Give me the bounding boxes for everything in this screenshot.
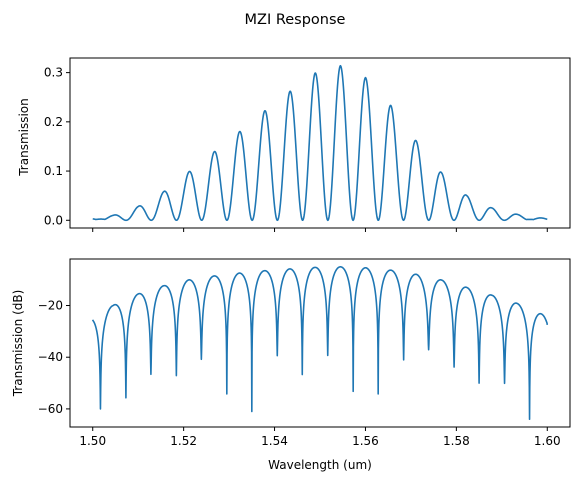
- top-transmission-line: [92, 64, 548, 222]
- bottom-x-tick-label: 1.50: [79, 434, 106, 448]
- bottom-x-tick-label: 1.60: [534, 434, 561, 448]
- bottom-transmission-db-line: [91, 266, 549, 421]
- top-x-ticks: [92, 228, 548, 232]
- top-subplot: Transmission 0.0 0.1 0.2 0.3: [17, 57, 571, 232]
- bottom-x-tick-label: 1.58: [443, 434, 470, 448]
- bottom-y-tick-label: −60: [38, 402, 63, 416]
- top-y-axis-label: Transmission: [17, 98, 31, 177]
- bottom-x-tick-label: 1.52: [170, 434, 197, 448]
- bottom-subplot: Transmission (dB) Wavelength (um) −20 −40…: [11, 258, 571, 472]
- top-y-tick-label: 0.1: [44, 164, 63, 178]
- bottom-axes-frame: [69, 258, 571, 428]
- top-y-tick-label: 0.3: [44, 66, 63, 80]
- bottom-y-ticks: −20 −40 −60: [38, 299, 70, 416]
- bottom-y-tick-label: −40: [38, 350, 63, 364]
- bottom-x-axis-label: Wavelength (um): [268, 458, 372, 472]
- bottom-x-tick-label: 1.54: [261, 434, 288, 448]
- bottom-x-tick-label: 1.56: [352, 434, 379, 448]
- bottom-x-ticks: 1.50 1.52 1.54 1.56 1.58 1.60: [79, 427, 561, 448]
- figure-title: MZI Response: [245, 12, 346, 28]
- top-axes-frame: [69, 57, 571, 229]
- bottom-y-axis-label: Transmission (dB): [11, 290, 25, 398]
- bottom-y-tick-label: −20: [38, 299, 63, 313]
- top-y-tick-label: 0.0: [44, 213, 63, 227]
- top-y-tick-label: 0.2: [44, 115, 63, 129]
- top-y-ticks: 0.0 0.1 0.2 0.3: [44, 66, 70, 227]
